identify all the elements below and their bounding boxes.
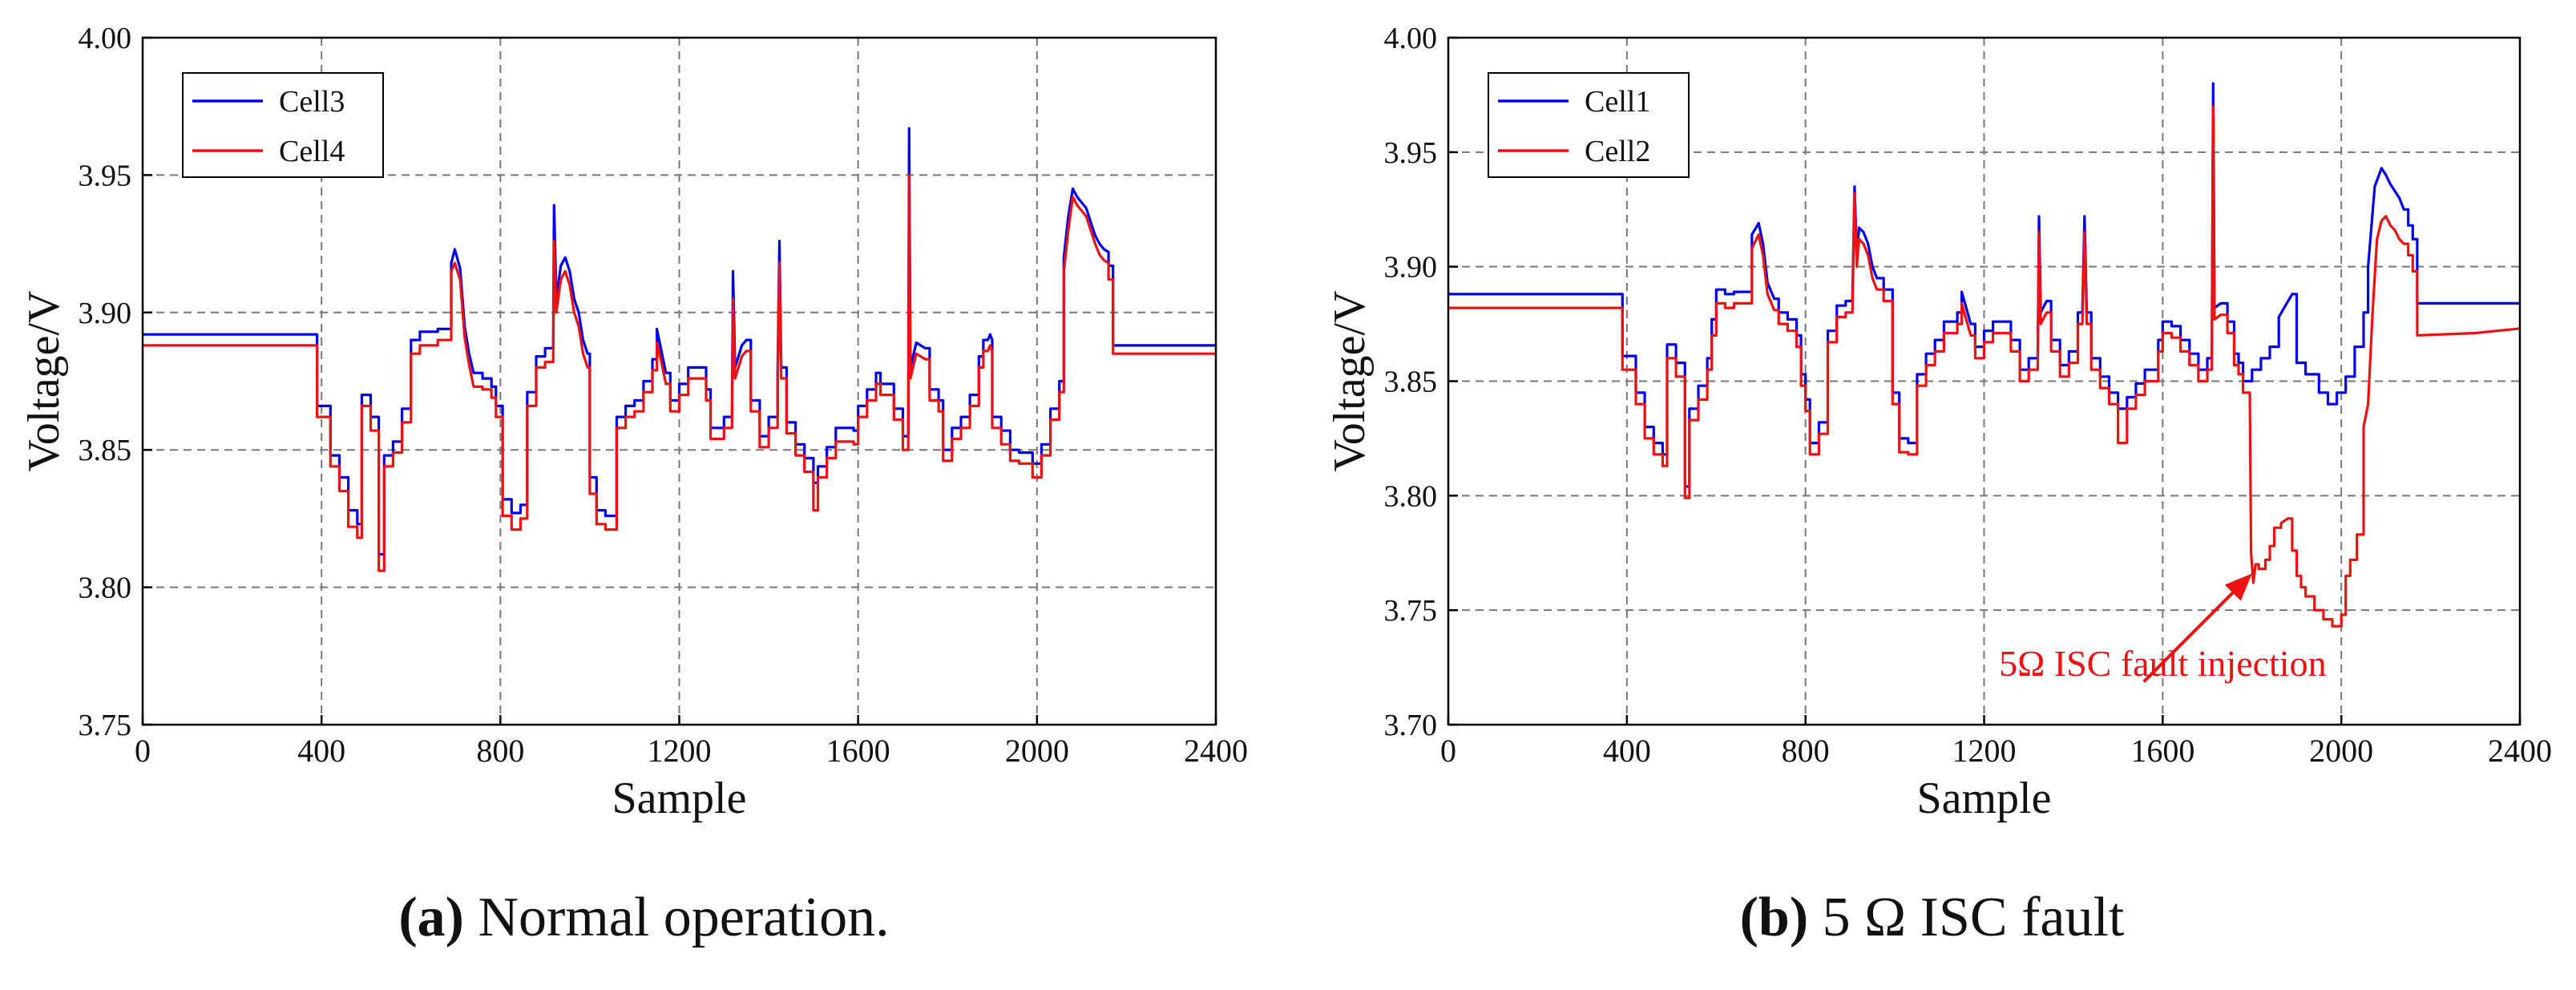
legend-label-cell3: Cell3 bbox=[279, 85, 345, 119]
y-tick-label: 3.85 bbox=[79, 434, 132, 467]
x-tick-label: 400 bbox=[1603, 733, 1651, 769]
series-line-cell1 bbox=[1448, 82, 2520, 488]
y-tick-label: 3.75 bbox=[79, 709, 132, 742]
legend-label-cell1: Cell1 bbox=[1585, 85, 1650, 119]
y-tick-label: 3.95 bbox=[1384, 136, 1438, 170]
y-axis-label: Voltage/V bbox=[19, 290, 69, 471]
y-axis-label: Voltage/V bbox=[1325, 290, 1375, 471]
x-axis-label: Sample bbox=[612, 774, 747, 823]
caption-a-prefix: (a) bbox=[398, 887, 464, 948]
series-line-cell4 bbox=[143, 173, 1216, 572]
x-tick-label: 400 bbox=[297, 733, 345, 769]
series-line-cell2 bbox=[1448, 105, 2521, 628]
legend-box bbox=[1488, 72, 1690, 178]
legend-label-cell2: Cell2 bbox=[1585, 135, 1650, 168]
y-tick-label: 4.00 bbox=[79, 22, 132, 55]
legend-label-cell4: Cell4 bbox=[279, 135, 345, 168]
caption-a: (a) Normal operation. bbox=[0, 886, 1288, 950]
caption-b-prefix: (b) bbox=[1739, 887, 1809, 948]
annotation-arrow bbox=[2142, 584, 2243, 683]
x-tick-label: 800 bbox=[476, 733, 524, 769]
y-tick-label: 3.90 bbox=[1384, 251, 1438, 285]
caption-a-text: Normal operation. bbox=[463, 887, 890, 948]
y-tick-label: 3.85 bbox=[1384, 366, 1438, 399]
chart-a: 0 400 800 1200 1600 2000 2400 3.75 3.80 3.85 3.90 3… bbox=[19, 22, 1248, 823]
annotation-text: 5Ω ISC fault injection bbox=[1999, 643, 2327, 684]
y-tick-label: 4.00 bbox=[1384, 22, 1438, 55]
x-axis-label: Sample bbox=[1917, 774, 2052, 823]
chart-b: 0 400 800 1200 1600 2000 2400 3.70 3.75 3.80 3.85 3… bbox=[1325, 22, 2552, 823]
y-tick-label: 3.95 bbox=[79, 159, 132, 192]
y-tick-label: 3.80 bbox=[79, 572, 132, 605]
x-tick-label: 2400 bbox=[2488, 733, 2552, 769]
x-tick-label: 2000 bbox=[2309, 733, 2373, 769]
x-tick-label: 1600 bbox=[2130, 733, 2194, 769]
y-tick-label: 3.75 bbox=[1384, 594, 1438, 628]
caption-b-text: 5 Ω ISC fault bbox=[1808, 887, 2125, 948]
x-tick-label: 1200 bbox=[1952, 733, 2017, 769]
x-tick-label: 2400 bbox=[1184, 733, 1248, 769]
legend-box bbox=[182, 72, 384, 178]
x-tick-label: 1600 bbox=[826, 733, 890, 769]
x-tick-label: 2000 bbox=[1005, 733, 1069, 769]
x-tick-label: 1200 bbox=[648, 733, 712, 769]
caption-b: (b) 5 Ω ISC fault bbox=[1288, 886, 2576, 950]
y-tick-label: 3.90 bbox=[79, 297, 132, 330]
x-tick-label: 0 bbox=[135, 733, 151, 769]
y-tick-label: 3.80 bbox=[1384, 479, 1438, 513]
y-tick-label: 3.70 bbox=[1384, 709, 1438, 742]
x-tick-label: 0 bbox=[1440, 733, 1456, 769]
annotation-arrowhead bbox=[2224, 573, 2252, 601]
x-tick-label: 800 bbox=[1782, 733, 1830, 769]
